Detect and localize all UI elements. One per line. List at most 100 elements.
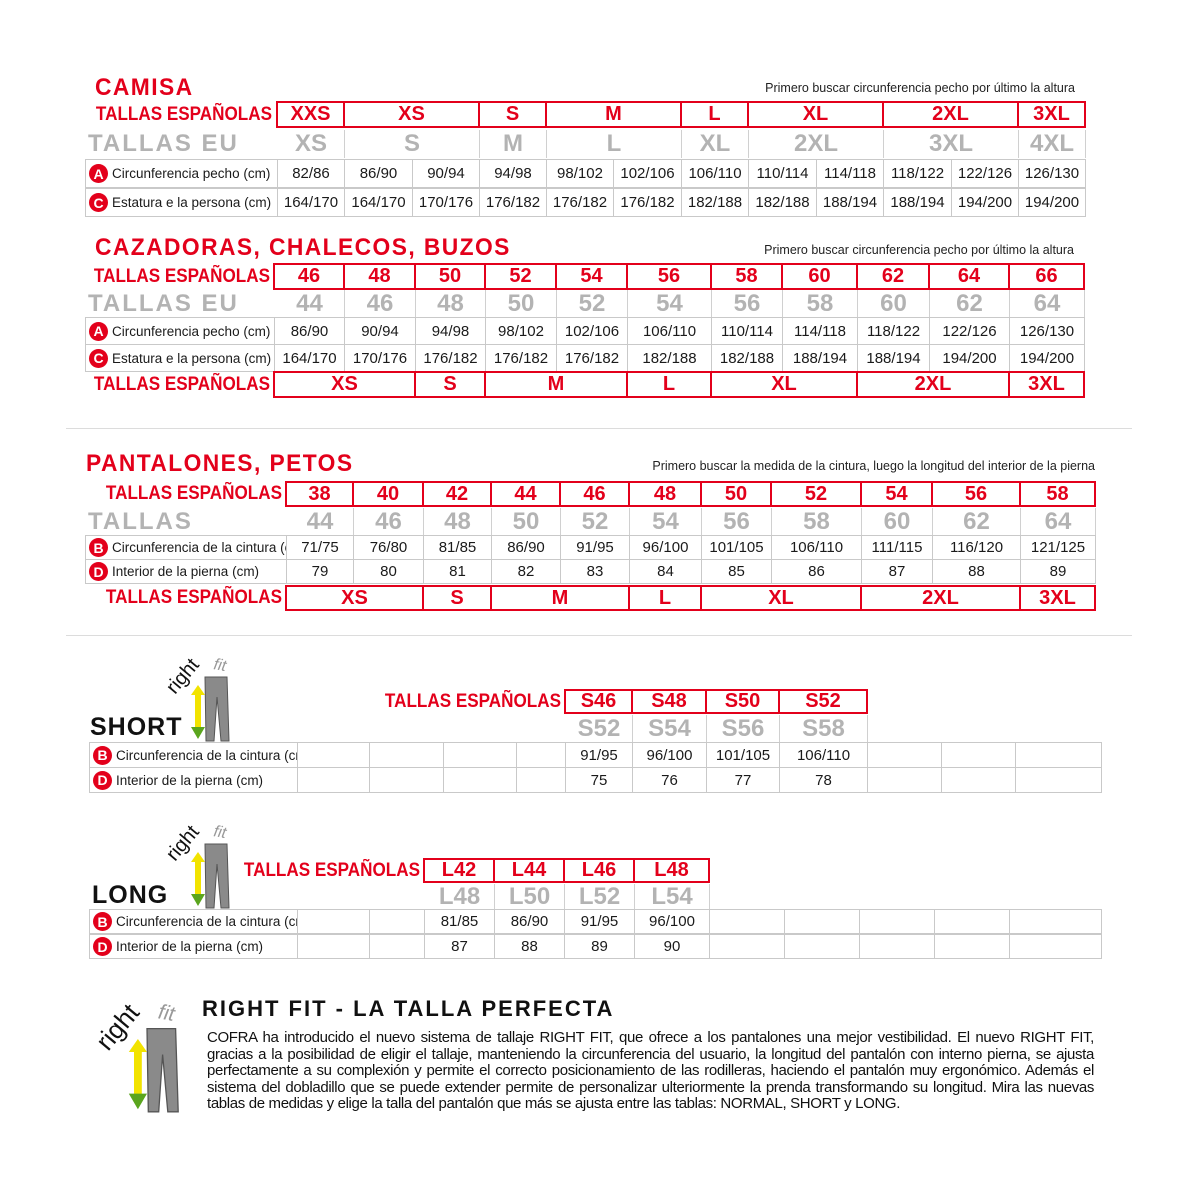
table-cell [941,767,1016,793]
eu-size: 4XL [1019,130,1086,158]
footer-title: RIGHT FIT - LA TALLA PERFECTA [202,996,615,1021]
table-cell: 121/125 [1020,535,1096,560]
table-cell: 96/100 [629,535,702,560]
table-cell: 106/110 [771,535,862,560]
es-size: 58 [1019,481,1096,507]
table-cell: 88 [932,559,1021,584]
bottom-es-size: 2XL [856,371,1010,398]
eu-size: S56 [707,715,780,743]
bottom-es-size: 2XL [860,585,1021,611]
table-cell: 98/102 [485,317,557,345]
eu-size: 44 [287,508,354,536]
table-cell: 106/110 [779,742,868,768]
table-cell [1009,909,1102,934]
eu-size: S58 [780,715,868,743]
section-note: Primero buscar circunferencia pecho por … [764,243,1074,257]
es-size: L [680,101,749,128]
rightfit-logo: right fit [162,821,245,912]
row-label: A Circunferencia pecho (cm) [85,317,275,345]
eu-size: L [547,130,682,158]
table-cell [859,909,935,934]
table-cell: 96/100 [634,909,710,934]
table-cell: 164/170 [344,188,413,217]
bottom-es-size: XL [700,585,862,611]
eu-size: 48 [424,508,492,536]
eu-size: 2XL [749,130,884,158]
letter-badge-icon: D [93,937,112,956]
table-cell: 91/95 [564,909,635,934]
table-cell: 101/105 [706,742,780,768]
table-cell: 90 [634,934,710,959]
table-cell [443,742,517,768]
table-cell: 94/98 [479,159,547,188]
letter-badge-icon: B [93,745,112,765]
table-cell [784,909,860,934]
svg-text:fit: fit [212,823,228,842]
table-cell: 194/200 [929,344,1010,372]
table-cell: 176/182 [479,188,547,217]
table-cell: 122/126 [929,317,1010,345]
table-cell: 118/122 [857,317,930,345]
row-label-text: Interior de la pierna (cm) [116,939,264,954]
table-cell: 91/95 [565,742,633,768]
eu-size: 56 [712,290,783,318]
table-cell: 88 [494,934,565,959]
eu-size: XL [682,130,749,158]
table-cell: 79 [286,559,354,584]
table-cell: 81 [423,559,492,584]
table-cell: 82/86 [277,159,345,188]
row-label-text: Circunferencia de la cintura (cm) [116,914,312,929]
row-label-text: Estatura e la persona (cm) [112,350,272,366]
table-cell [297,742,370,768]
row-label: B Circunferencia de la cintura (cm) [89,742,311,768]
es-size: 44 [490,481,561,507]
es-size: S [478,101,547,128]
bottom-es-label: TALLAS ESPAÑOLAS [93,373,270,395]
row-label: B Circunferencia de la cintura (cm) [85,535,307,560]
eu-size: 50 [492,508,561,536]
bottom-es-size: M [490,585,630,611]
eu-size: 52 [557,290,628,318]
table-cell [859,934,935,959]
table-cell: 194/200 [951,188,1019,217]
row-label-text: Interior de la pierna (cm) [112,564,260,579]
eu-size: L48 [425,883,495,910]
row-label: B Circunferencia de la cintura (cm) [89,909,311,934]
es-size: 62 [856,263,930,290]
section-note: Primero buscar circunferencia pecho por … [765,81,1075,95]
table-cell [867,742,942,768]
es-size: 52 [770,481,862,507]
es-size: S48 [631,689,707,714]
bottom-es-size: 3XL [1008,371,1085,398]
table-cell: 176/182 [415,344,486,372]
row-label: D Interior de la pierna (cm) [89,934,298,959]
section-title: CAZADORAS, CHALECOS, BUZOS [95,234,511,261]
es-size: XXS [276,101,345,128]
table-cell: 126/130 [1009,317,1085,345]
table-cell: 182/188 [748,188,817,217]
table-cell [784,934,860,959]
es-size: 52 [484,263,557,290]
table-cell: 90/94 [344,317,416,345]
bottom-es-size: L [628,585,702,611]
eu-size: 50 [486,290,557,318]
table-cell: 110/114 [748,159,817,188]
bottom-es-size: XS [285,585,424,611]
es-size: L42 [423,858,495,883]
table-cell: 188/194 [857,344,930,372]
row-label-text: Estatura e la persona (cm) [112,195,272,210]
table-cell: 170/176 [344,344,416,372]
table-cell: 78 [779,767,868,793]
es-size: 54 [555,263,628,290]
table-cell: 164/170 [277,188,345,217]
table-cell: 116/120 [932,535,1021,560]
table-cell: 122/126 [951,159,1019,188]
eu-size: 54 [628,290,712,318]
eu-label: TALLAS [88,508,193,535]
row-label-text: Circunferencia de la cintura (cm) [116,747,312,763]
table-cell [369,767,444,793]
footer-text: COFRA ha introducido el nuevo sistema de… [207,1029,1094,1112]
eu-size: 46 [354,508,424,536]
table-cell [369,934,425,959]
eu-size: S52 [566,715,633,743]
